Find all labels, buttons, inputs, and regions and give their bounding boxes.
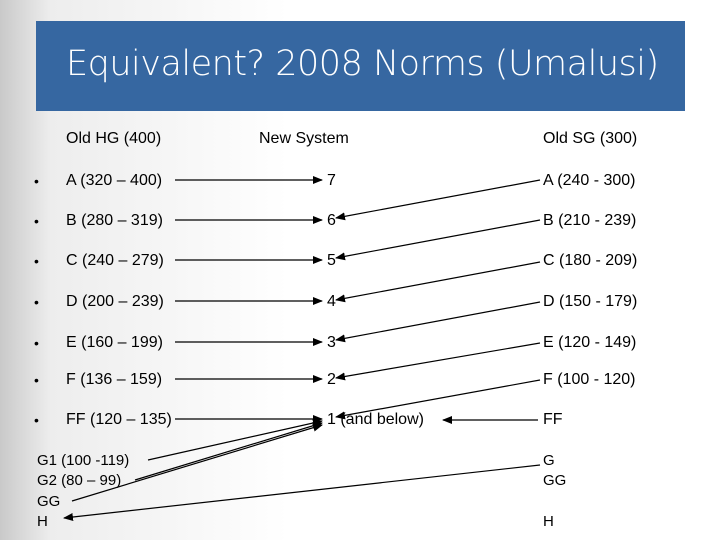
header-old-hg: Old HG (400) xyxy=(66,130,162,147)
old-hg-grade: A (320 – 400) xyxy=(66,172,163,189)
old-sg-grade: F (100 - 120) xyxy=(543,371,636,388)
extra-sg-h: H xyxy=(543,513,554,530)
bullet: • xyxy=(34,372,39,388)
arrow-gg-to-1 xyxy=(71,423,323,502)
old-sg-grade: B (210 - 239) xyxy=(543,212,637,229)
old-hg-grade: B (280 – 319) xyxy=(66,212,163,229)
bullet: • xyxy=(34,213,39,229)
arrow-sg-b-to-5 xyxy=(335,219,541,261)
extra-sg-gg: GG xyxy=(543,472,567,489)
old-sg-grade: C (180 - 209) xyxy=(543,252,638,269)
bullet: • xyxy=(34,173,39,189)
extra-sg-g: G xyxy=(543,452,555,469)
extra-hg-g2: G2 (80 – 99) xyxy=(37,472,122,489)
extra-hg-gg: GG xyxy=(37,493,61,510)
bullet: • xyxy=(34,412,39,428)
extra-hg-g1: G1 (100 -119) xyxy=(37,452,130,469)
new-system-level: 2 xyxy=(327,371,336,388)
new-system-level: 6 xyxy=(327,212,336,229)
bullet: • xyxy=(34,335,39,351)
bullet: • xyxy=(34,294,39,310)
old-hg-grade: D (200 – 239) xyxy=(66,293,164,310)
new-system-level: 7 xyxy=(327,172,336,189)
arrow-sg-g-to-h xyxy=(63,464,541,521)
header-old-sg: Old SG (300) xyxy=(543,130,638,147)
new-system-level: 3 xyxy=(327,334,336,351)
arrow-sg-d-to-3 xyxy=(335,301,541,343)
title-banner xyxy=(36,21,685,111)
old-hg-grade: E (160 – 199) xyxy=(66,334,163,351)
arrow-sg-f-to-1 xyxy=(335,379,541,420)
header-new-system: New System xyxy=(259,130,349,147)
old-sg-grade: FF xyxy=(543,411,563,428)
old-hg-grade: C (240 – 279) xyxy=(66,252,164,269)
extra-hg-h: H xyxy=(37,513,48,530)
old-sg-grade: D (150 - 179) xyxy=(543,293,638,310)
old-hg-grade: FF (120 – 135) xyxy=(66,411,172,428)
arrow-sg-e-to-2 xyxy=(335,342,541,381)
arrow-g1-to-1 xyxy=(147,419,323,461)
new-system-level: 4 xyxy=(327,293,336,310)
arrow-g2-to-1 xyxy=(134,421,323,481)
arrow-sg-a-to-6 xyxy=(335,179,541,221)
bullet: • xyxy=(34,253,39,269)
old-sg-grade: A (240 - 300) xyxy=(543,172,636,189)
arrow-sg-c-to-4 xyxy=(335,261,541,303)
slide-title: Equivalent? 2008 Norms (Umalusi) xyxy=(66,44,659,84)
new-system-level: 5 xyxy=(327,252,336,269)
old-sg-grade: E (120 - 149) xyxy=(543,334,637,351)
new-system-level: 1 (and below) xyxy=(327,411,424,428)
old-hg-grade: F (136 – 159) xyxy=(66,371,163,388)
